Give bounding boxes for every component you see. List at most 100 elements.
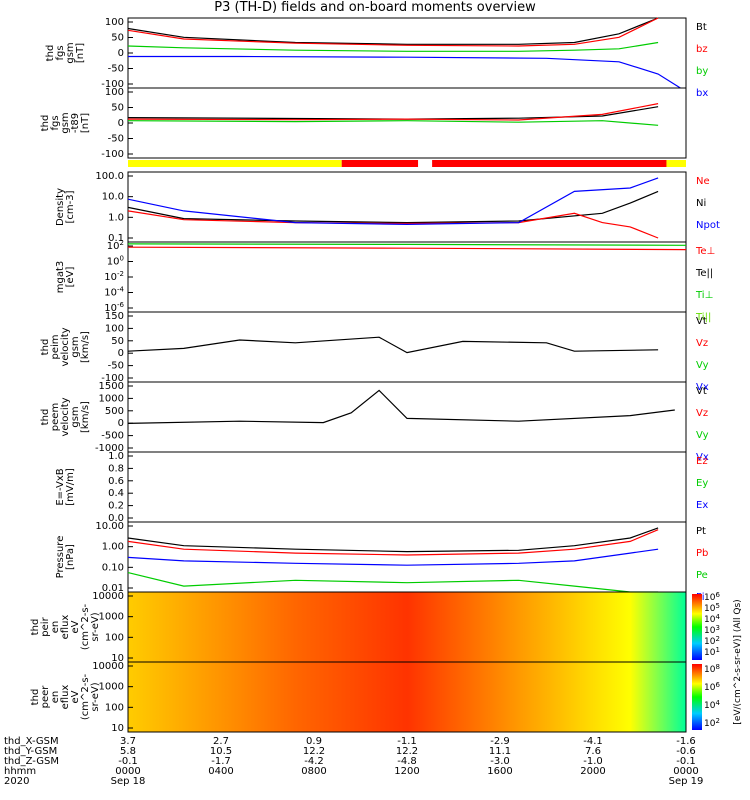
series-line-2 (127, 120, 659, 126)
y-tick-label: 0.0 (108, 513, 124, 524)
y-tick-label: -100 (101, 79, 124, 90)
series-line-bx (128, 55, 681, 89)
x-axis-value: -3.0 (490, 756, 510, 767)
legend-entry: bx (696, 88, 708, 99)
y-axis-label-line: peim (50, 334, 61, 359)
colorbar-label: [eV/(cm^2-s-sr-eV)] (All Qs) (733, 599, 743, 724)
x-axis-value: -1.0 (583, 756, 603, 767)
y-tick-label: 50 (111, 103, 124, 114)
legend-entry: Te⊥ (695, 246, 715, 257)
series-line-bz (127, 17, 659, 47)
y-axis-label-line: eV (70, 620, 81, 633)
panel-frame-3 (127, 241, 687, 313)
y-axis-label-line: gsm (70, 336, 81, 357)
x-axis-value: -2.9 (490, 736, 510, 747)
x-axis-value: 12.2 (303, 746, 325, 757)
y-axis-label-line: [eV] (65, 267, 76, 288)
series-line-Npot (127, 177, 659, 226)
y-axis-label-line: eV (70, 690, 81, 703)
series-line-Ti (127, 243, 687, 246)
x-axis-value: -4.2 (304, 756, 324, 767)
y-tick-label: 10-2 (104, 270, 124, 283)
chart-panel-2 (127, 171, 687, 243)
y-axis-label-line: fgs (55, 45, 66, 60)
y-axis-label-line: thd (40, 409, 51, 426)
y-axis-label-line: gsm (60, 112, 71, 133)
y-tick-label: 100 (105, 632, 124, 643)
y-tick-label: -500 (101, 431, 124, 442)
colorbar-tick: 104 (704, 699, 720, 711)
colorbar-tick: 108 (704, 663, 720, 675)
y-axis-label-line: velocity (60, 327, 71, 366)
y-tick-label: -50 (108, 361, 124, 372)
y-tick-label: 1500 (99, 381, 124, 392)
status-bar-segment-1 (341, 160, 419, 167)
y-axis-label-line: eflux (60, 685, 71, 710)
y-tick-label: 100 (105, 17, 124, 28)
y-tick-label: 10000 (92, 661, 124, 672)
x-axis-value: 1600 (487, 766, 512, 777)
y-axis-label-line: (cm^2-s- (80, 673, 91, 720)
y-axis-label-line: sr-eV) (90, 682, 101, 711)
y-axis-label-line: thd (30, 689, 41, 706)
x-axis-value: 0000 (673, 766, 698, 777)
y-axis-label-line: mgat3 (55, 261, 66, 294)
y-tick-label: 100 (105, 702, 124, 713)
legend-entry: Vz (696, 338, 708, 349)
y-tick-label: 150 (105, 311, 124, 322)
series-line-Bt (127, 17, 659, 45)
legend-entry: Ey (696, 478, 708, 489)
panel-frame-2 (127, 171, 687, 243)
x-axis-value: 2000 (580, 766, 605, 777)
legend-entry: Ti|| (695, 312, 711, 323)
y-axis-label-line: [nT] (75, 43, 86, 63)
status-bar-segment-0 (128, 160, 342, 167)
x-axis-value: 2.7 (213, 736, 229, 747)
chart-panel-3 (127, 241, 687, 313)
x-axis-value: 3.7 (120, 736, 136, 747)
x-axis-value: 0000 (115, 766, 140, 777)
y-tick-label: -50 (108, 134, 124, 145)
y-tick-label: 1000 (99, 393, 124, 404)
y-tick-label: 50 (111, 33, 124, 44)
y-axis-label-line: thd (40, 115, 51, 132)
series-line-Ni (127, 190, 659, 224)
chart-panel-4 (127, 311, 687, 383)
panel-frame-6 (127, 451, 687, 523)
panel-frame-4 (127, 311, 687, 383)
y-tick-label: 10.0 (102, 192, 124, 203)
y-axis-label-line: [km/s] (80, 401, 91, 433)
y-tick-label: 102 (107, 239, 124, 252)
chart-panel-9 (127, 661, 687, 733)
y-tick-label: 0.1 (108, 233, 124, 244)
y-tick-label: 10-4 (104, 286, 124, 299)
chart-panel-6 (127, 451, 687, 523)
legend-entry: Ne (696, 176, 710, 187)
series-line-Pi (127, 548, 659, 566)
colorbar-tick: 102 (704, 717, 720, 729)
legend-entry: Vy (696, 430, 709, 441)
legend-entry: Npot (696, 220, 720, 231)
x-axis-value: Sep 18 (111, 776, 146, 787)
x-axis-value: 0400 (208, 766, 233, 777)
chart-panel-0 (127, 17, 687, 89)
x-axis-row-label: thd_Y-GSM (4, 746, 57, 757)
heatmap-fill-9 (128, 662, 686, 732)
x-axis-value: -0.1 (676, 756, 696, 767)
chart-panel-5 (127, 381, 687, 453)
x-axis-value: 0.9 (306, 736, 322, 747)
status-bar-segment-4 (666, 160, 686, 167)
y-tick-label: 100.0 (95, 171, 124, 182)
y-axis-label-line: [mV/m] (65, 468, 76, 506)
series-line-Te (127, 246, 687, 251)
y-tick-label: 10 (111, 653, 124, 664)
y-tick-label: 1000 (99, 612, 124, 623)
x-axis-value: 5.8 (120, 746, 136, 757)
legend-entry: Pb (696, 548, 708, 559)
x-axis-value: 10.5 (210, 746, 232, 757)
y-axis-label-line: en (50, 621, 61, 634)
x-axis-value: 12.2 (396, 746, 418, 757)
y-axis-label-line: (cm^2-s- (80, 603, 91, 650)
legend-entry: Ez (696, 456, 708, 467)
